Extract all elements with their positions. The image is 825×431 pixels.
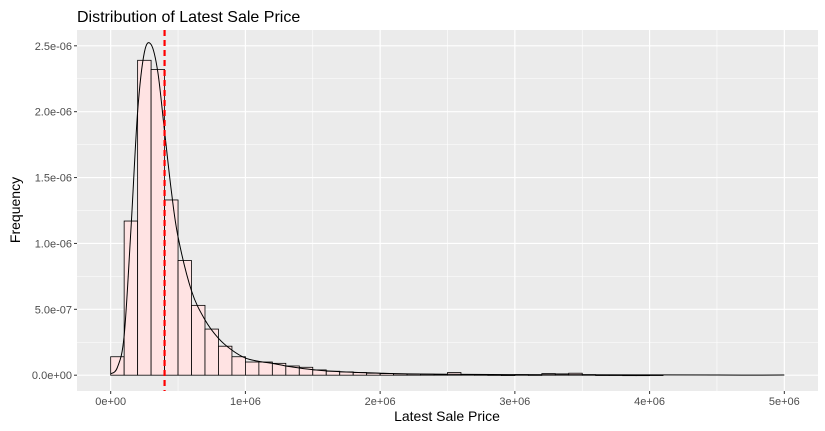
histogram-bar — [258, 361, 273, 376]
y-axis-ticks: 0.0e+00 5.0e-07 1.0e-06 1.5e-06 2.0e-06 2.5e-… — [32, 41, 77, 382]
y-tick-label: 2.0e-06 — [35, 107, 72, 119]
histogram-bar — [245, 361, 260, 376]
histogram-bar — [218, 345, 233, 376]
y-tick-label: 2.5e-06 — [35, 41, 72, 53]
y-tick-label: 1.5e-06 — [35, 173, 72, 185]
histogram-bar — [177, 260, 192, 376]
x-tick-label: 3e+06 — [499, 396, 530, 408]
density-curve-group — [110, 42, 785, 376]
density-curve — [110, 42, 785, 376]
histogram-bars — [110, 59, 664, 377]
x-tick-label: 1e+06 — [230, 396, 261, 408]
x-axis-ticks: 0e+00 1e+06 2e+06 3e+06 4e+06 5e+06 — [95, 391, 800, 408]
y-axis-title: Frequency — [7, 177, 23, 243]
y-tick-label: 1.0e-06 — [35, 238, 72, 250]
histogram-bar — [137, 59, 152, 376]
x-tick-label: 0e+00 — [95, 396, 126, 408]
histogram-bar — [231, 356, 246, 376]
y-tick-label: 0.0e+00 — [32, 370, 72, 382]
x-axis-title: Latest Sale Price — [394, 408, 500, 424]
x-tick-label: 2e+06 — [365, 396, 396, 408]
histogram-bar — [123, 220, 139, 376]
chart-title: Distribution of Latest Sale Price — [77, 9, 300, 26]
y-tick-label: 5.0e-07 — [35, 304, 72, 316]
x-tick-label: 4e+06 — [634, 396, 665, 408]
x-tick-label: 5e+06 — [769, 396, 800, 408]
